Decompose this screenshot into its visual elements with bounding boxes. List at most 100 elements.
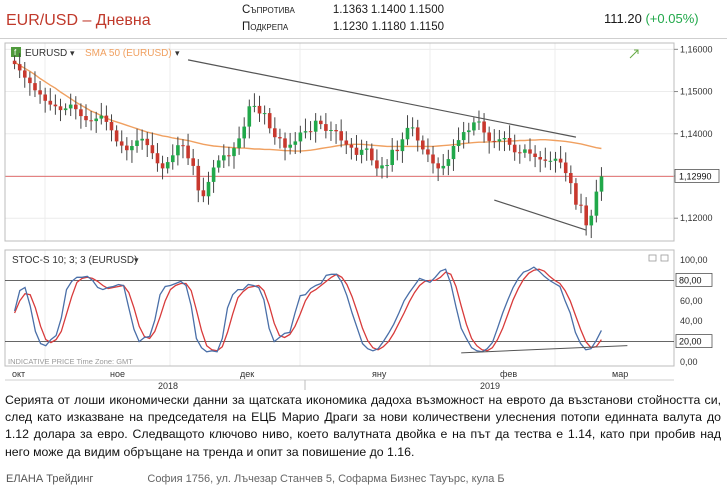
- panel-controls[interactable]: [648, 254, 669, 262]
- resistance-value: 1.1500: [408, 4, 444, 16]
- candle-body: [89, 120, 93, 122]
- stoch-tick-label: 0,00: [680, 357, 698, 367]
- candle-body: [237, 138, 241, 149]
- candle-body: [48, 100, 53, 105]
- candle-body: [507, 138, 512, 145]
- candle-body: [186, 145, 190, 159]
- candle-body: [579, 204, 583, 206]
- candle-body: [232, 148, 236, 157]
- candle-body: [563, 162, 568, 174]
- candle-body: [196, 165, 201, 191]
- trendline: [494, 199, 587, 231]
- candle-body: [150, 145, 155, 154]
- candle-body: [451, 146, 456, 160]
- year-label: 2019: [480, 381, 500, 390]
- resistance-row: Съпротива 1.1363 1.1400 1.1500: [242, 4, 444, 21]
- candle-body: [497, 139, 502, 142]
- support-row: Подкрепа 1.1230 1.1180 1.1150: [242, 21, 444, 38]
- chart-title: EUR/USD – Дневна: [6, 12, 151, 29]
- candle-body: [293, 141, 298, 145]
- article-text: Серията от лоши икономически данни за ща…: [5, 393, 721, 459]
- stoch-tick-label: 60,00: [680, 296, 703, 306]
- candle-body: [533, 153, 537, 157]
- restore-icon[interactable]: [648, 254, 657, 262]
- x-axis-month-label: мар: [612, 369, 628, 379]
- stoch-d-line: [14, 268, 602, 352]
- candle-body: [283, 138, 287, 148]
- legend-dropdown-icon[interactable]: ▾: [70, 48, 75, 58]
- header-bar: EUR/USD – Дневна Съпротива 1.1363 1.1400 1.…: [0, 0, 727, 40]
- stoch-panel-frame: [4, 249, 675, 367]
- candle-body: [227, 155, 231, 157]
- legend-sma-dropdown-icon[interactable]: ▾: [175, 48, 180, 58]
- candle-body: [58, 106, 63, 111]
- watermark: INDICATIVE PRICE Time Zone: GMT: [8, 357, 133, 366]
- last-price-tag: [674, 169, 720, 183]
- candle-body: [553, 158, 558, 161]
- candle-body: [201, 190, 206, 197]
- legend-stoch-dropdown-icon[interactable]: ▾: [134, 255, 139, 265]
- candle-body: [518, 152, 522, 154]
- legend-stoch[interactable]: STOC-S 10; 3; 3 (EURUSD): [12, 255, 137, 266]
- support-value: 1.1150: [409, 21, 444, 33]
- candle-body: [206, 181, 211, 197]
- candle-body: [222, 155, 226, 161]
- candle-body: [288, 144, 292, 148]
- candle-body: [145, 138, 150, 146]
- resistance-label: Съпротива: [242, 4, 295, 16]
- stoch-level-label: 80,00: [679, 275, 702, 285]
- maximize-icon[interactable]: [660, 254, 669, 262]
- stoch-level-tag: [675, 334, 713, 349]
- candle-body: [252, 105, 257, 107]
- candle-body: [584, 205, 588, 226]
- resistance-value: 1.1400: [370, 4, 406, 16]
- candle-body: [191, 158, 195, 166]
- candle-body: [119, 141, 124, 146]
- stoch-k-line: [13, 266, 602, 353]
- legend-sma[interactable]: SMA 50 (EURUSD): [85, 48, 172, 59]
- candle-body: [319, 120, 323, 125]
- candle-body: [436, 163, 440, 169]
- candle-body: [569, 173, 573, 184]
- candle-body: [512, 144, 517, 153]
- candle-body: [385, 165, 389, 166]
- footer-company: ЕЛАНА Трейдинг: [6, 473, 94, 485]
- candle-body: [165, 162, 170, 169]
- x-axis-month-label: ное: [110, 369, 125, 379]
- candle-body: [298, 132, 303, 142]
- price-tick-label: 1,12000: [680, 213, 713, 223]
- instrument-icon-glyph: f: [14, 48, 17, 57]
- candle-body: [160, 163, 165, 169]
- candle-body: [23, 70, 27, 78]
- candle-body: [390, 149, 394, 165]
- resistance-value: 1.1363: [332, 4, 368, 16]
- candle-body: [262, 113, 267, 115]
- candle-body: [109, 121, 114, 131]
- support-value: 1.1230: [332, 21, 368, 33]
- candle-body: [273, 128, 277, 138]
- candle-body: [523, 149, 527, 153]
- candle-body: [334, 130, 338, 132]
- support-label: Подкрепа: [242, 21, 289, 33]
- stoch-tick-label: 40,00: [680, 316, 703, 326]
- price-tick-label: 1,15000: [680, 87, 713, 97]
- x-axis-month-label: фев: [500, 369, 517, 379]
- footer-address: София 1756, ул. Лъчезар Станчев 5, Софар…: [147, 473, 505, 485]
- candle-body: [68, 104, 73, 109]
- candle-body: [599, 176, 604, 192]
- candle-body: [370, 148, 374, 161]
- candle-body: [130, 146, 134, 151]
- candle-body: [94, 118, 98, 122]
- candle-body: [487, 132, 491, 141]
- candle-body: [574, 183, 578, 205]
- legend-eurusd[interactable]: EURUSD: [25, 48, 67, 59]
- candle-body: [538, 157, 542, 160]
- index-price: 111.20 (+0.05%): [604, 11, 699, 26]
- expand-arrow-icon[interactable]: [629, 49, 639, 59]
- candle-body: [171, 155, 175, 163]
- candle-body: [410, 127, 415, 129]
- candle-body: [528, 149, 532, 154]
- candle-body: [543, 159, 548, 161]
- candle-body: [456, 140, 461, 146]
- candle-body: [28, 77, 32, 84]
